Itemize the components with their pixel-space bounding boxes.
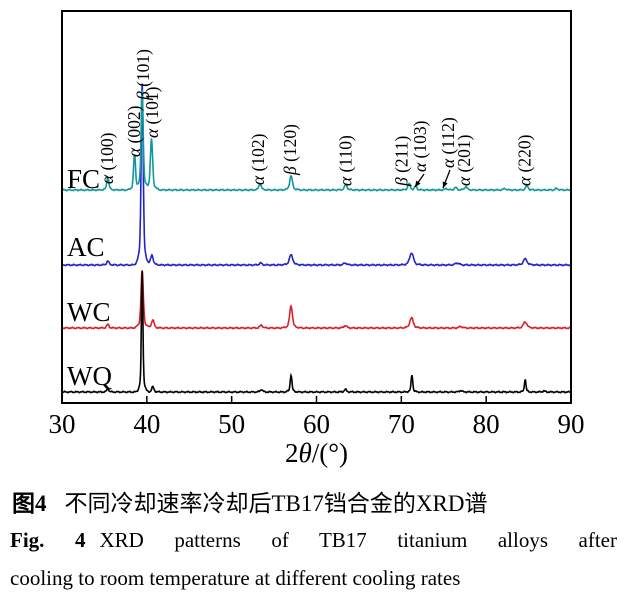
peak-label-alpha-112: α (112): [438, 117, 458, 168]
curve-ac: [63, 83, 570, 267]
peak-label-beta-120: β (120): [280, 124, 300, 176]
caption-zh-text: 不同冷却速率冷却后TB17铛合金的XRD谱: [64, 491, 488, 516]
peak-label-alpha-103-arrow-head: [415, 180, 421, 187]
peak-label-beta-211: β (211): [391, 135, 411, 187]
peak-label-alpha-102: α (102): [248, 133, 268, 185]
curve-wq: [63, 271, 570, 394]
caption-en-text-line1: XRD patterns of TB17 titanium alloys aft…: [99, 528, 617, 552]
curve-label-wq: WQ: [67, 361, 112, 391]
caption-chinese: 图4 不同冷却速率冷却后TB17铛合金的XRD谱: [12, 484, 617, 518]
plot-border: [61, 10, 572, 404]
curve-label-ac: AC: [67, 232, 105, 262]
peak-label-alpha-112-arrow-head: [442, 181, 448, 188]
x-tick-label-40: 40: [133, 409, 160, 439]
x-tick-label-50: 50: [218, 409, 245, 439]
peak-label-alpha-110: α (110): [335, 135, 355, 186]
x-tick-label-90: 90: [558, 409, 585, 439]
peak-label-alpha-101: α (101): [142, 86, 162, 138]
caption-zh-label: 图4: [12, 491, 47, 516]
peak-label-alpha-201: α (201): [454, 134, 474, 186]
curve-label-fc: FC: [67, 164, 100, 194]
peak-label-alpha-002: α (002): [124, 105, 144, 157]
peak-label-beta-101: β (101): [133, 49, 153, 101]
curve-label-wc: WC: [67, 297, 111, 327]
x-tick-label-70: 70: [388, 409, 415, 439]
caption-english-line2: cooling to room temperature at different…: [10, 566, 461, 590]
peak-label-alpha-103: α (103): [410, 120, 430, 172]
curve-wc: [63, 270, 570, 330]
x-tick-label-80: 80: [473, 409, 500, 439]
caption-en-label: Fig. 4: [10, 528, 86, 552]
curve-fc: [63, 89, 570, 192]
x-tick-label-60: 60: [303, 409, 330, 439]
caption-english-line1: Fig. 4 XRD patterns of TB17 titanium allo…: [10, 528, 617, 553]
xrd-chart: 30 40 50 60 70 80 90 2θ/(°) AC WC WQ FCα (100) α (00…: [49, 10, 585, 468]
peak-label-alpha-100: α (100): [97, 132, 117, 184]
x-tick-label-30: 30: [49, 409, 76, 439]
peak-label-alpha-220: α (220): [514, 134, 534, 186]
axis-x-title: 2θ/(°): [285, 438, 348, 468]
